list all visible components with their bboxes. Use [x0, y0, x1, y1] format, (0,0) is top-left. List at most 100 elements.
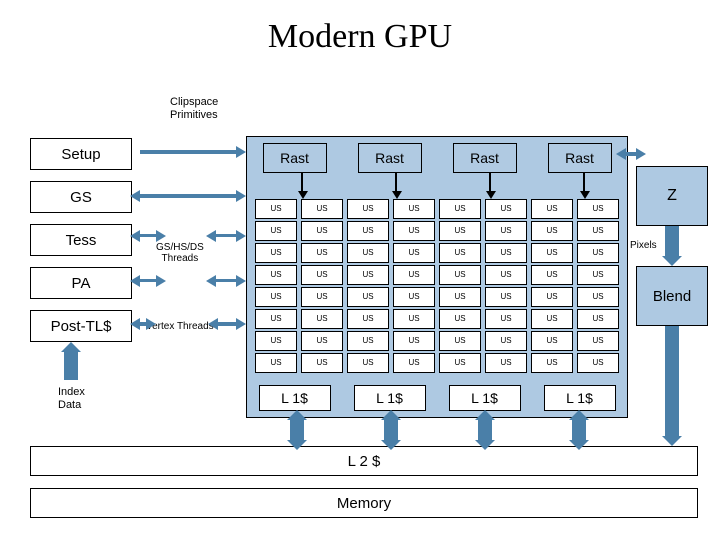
- tess-box: Tess: [30, 224, 132, 256]
- us-cell: US: [347, 243, 389, 263]
- arrow-l1l2: [572, 420, 586, 440]
- us-cell: US: [301, 221, 343, 241]
- us-cell: US: [347, 287, 389, 307]
- us-cell: US: [347, 265, 389, 285]
- page-title: Modern GPU: [0, 18, 720, 56]
- us-cell: US: [347, 353, 389, 373]
- sm-container: Rast Rast Rast Rast USUSUSUSUSUSUSUSUSUS…: [246, 136, 628, 418]
- us-cell: US: [577, 221, 619, 241]
- us-cell: US: [485, 331, 527, 351]
- rast-box: Rast: [453, 143, 517, 173]
- posttl-box: Post-TL$: [30, 310, 132, 342]
- us-cell: US: [255, 353, 297, 373]
- rast-arrow: [489, 173, 491, 191]
- us-cell: US: [393, 309, 435, 329]
- us-cell: US: [393, 221, 435, 241]
- us-cell: US: [577, 331, 619, 351]
- l1-box: L 1$: [449, 385, 521, 411]
- us-cell: US: [485, 265, 527, 285]
- us-cell: US: [301, 265, 343, 285]
- arrow-index: [64, 352, 78, 380]
- us-cell: US: [301, 309, 343, 329]
- us-cell: US: [439, 265, 481, 285]
- us-cell: US: [485, 221, 527, 241]
- us-cell: US: [531, 199, 573, 219]
- us-cell: US: [255, 221, 297, 241]
- l2-box: L 2 $: [30, 446, 698, 476]
- us-cell: US: [531, 353, 573, 373]
- us-cell: US: [439, 287, 481, 307]
- setup-box: Setup: [30, 138, 132, 170]
- us-cell: US: [347, 309, 389, 329]
- us-cell: US: [531, 243, 573, 263]
- us-cell: US: [393, 243, 435, 263]
- blend-box: Blend: [636, 266, 708, 326]
- us-cell: US: [439, 243, 481, 263]
- z-box: Z: [636, 166, 708, 226]
- l1-row: L 1$ L 1$ L 1$ L 1$: [247, 385, 627, 411]
- rast-box: Rast: [263, 143, 327, 173]
- arrow-gs: [140, 194, 236, 198]
- clipspace-label: Clipspace Primitives: [170, 96, 218, 122]
- us-cell: US: [301, 199, 343, 219]
- rast-box: Rast: [358, 143, 422, 173]
- us-cell: US: [485, 309, 527, 329]
- us-cell: US: [577, 309, 619, 329]
- us-cell: US: [255, 243, 297, 263]
- gs-box: GS: [30, 181, 132, 213]
- rast-arrow: [301, 173, 303, 191]
- us-cell: US: [393, 287, 435, 307]
- rast-box: Rast: [548, 143, 612, 173]
- arrow-z: [626, 152, 636, 156]
- us-cell: US: [531, 331, 573, 351]
- us-cell: US: [531, 221, 573, 241]
- us-cell: US: [439, 309, 481, 329]
- us-cell: US: [347, 221, 389, 241]
- us-cell: US: [485, 199, 527, 219]
- us-cell: US: [439, 331, 481, 351]
- us-cell: US: [255, 265, 297, 285]
- arrow-blend-l2: [665, 326, 679, 436]
- rast-row: Rast Rast Rast Rast: [247, 143, 627, 173]
- us-cell: US: [531, 287, 573, 307]
- memory-box: Memory: [30, 488, 698, 518]
- arrow-l1l2: [478, 420, 492, 440]
- us-cell: US: [301, 287, 343, 307]
- l1-box: L 1$: [354, 385, 426, 411]
- us-grid: USUSUSUSUSUSUSUSUSUSUSUSUSUSUSUSUSUSUSUS…: [255, 199, 619, 373]
- us-cell: US: [577, 243, 619, 263]
- us-cell: US: [301, 243, 343, 263]
- arrow-pa: [140, 279, 156, 282]
- arrow-posttl2: [218, 322, 236, 326]
- us-cell: US: [347, 331, 389, 351]
- pa-box: PA: [30, 267, 132, 299]
- us-cell: US: [577, 353, 619, 373]
- arrow-posttl: [140, 322, 146, 326]
- us-cell: US: [301, 353, 343, 373]
- arrow-tess2: [216, 234, 236, 237]
- us-cell: US: [485, 243, 527, 263]
- vertex-threads-label: Vertex Threads: [146, 321, 214, 332]
- us-cell: US: [393, 199, 435, 219]
- arrow-pa2: [216, 279, 236, 282]
- rast-arrow: [395, 173, 397, 191]
- l1-box: L 1$: [544, 385, 616, 411]
- us-cell: US: [485, 287, 527, 307]
- us-cell: US: [577, 287, 619, 307]
- us-cell: US: [439, 353, 481, 373]
- us-cell: US: [255, 309, 297, 329]
- us-cell: US: [439, 199, 481, 219]
- us-cell: US: [393, 265, 435, 285]
- us-cell: US: [255, 331, 297, 351]
- us-cell: US: [301, 331, 343, 351]
- us-cell: US: [531, 309, 573, 329]
- us-cell: US: [255, 287, 297, 307]
- us-cell: US: [485, 353, 527, 373]
- gshs-threads-label: GS/HS/DS Threads: [156, 242, 204, 264]
- arrow-z-blend: [665, 226, 679, 256]
- rast-arrow: [583, 173, 585, 191]
- pixels-label: Pixels: [630, 240, 657, 251]
- us-cell: US: [577, 265, 619, 285]
- arrow-l1l2: [384, 420, 398, 440]
- us-cell: US: [393, 353, 435, 373]
